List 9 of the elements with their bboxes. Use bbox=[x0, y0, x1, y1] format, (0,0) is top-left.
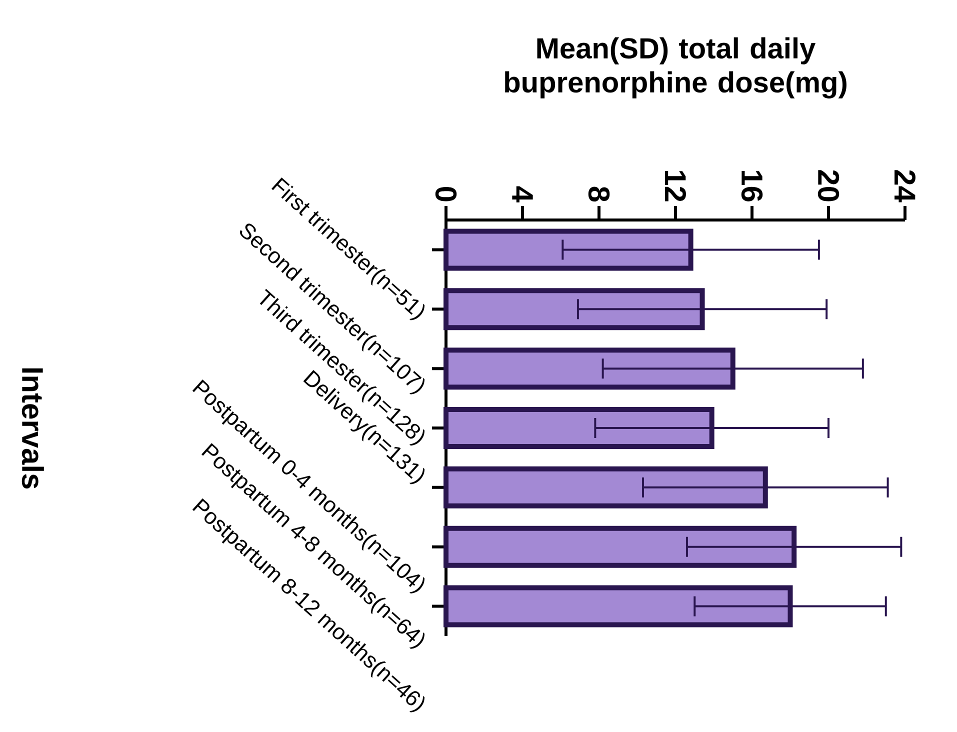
x-tick-label: 24 bbox=[894, 170, 916, 202]
x-tick-label: 16 bbox=[741, 170, 763, 202]
x-tick-label: 20 bbox=[818, 170, 840, 202]
x-tick-label: 8 bbox=[588, 186, 610, 202]
y-axis-title: Intervals bbox=[22, 368, 44, 488]
x-tick-label: 0 bbox=[435, 186, 457, 202]
x-tick-label: 4 bbox=[512, 186, 533, 202]
x-axis-title: Mean(SD) total daily buprenorphine dose(mg) bbox=[505, 37, 846, 98]
x-tick-label: 12 bbox=[665, 170, 686, 202]
